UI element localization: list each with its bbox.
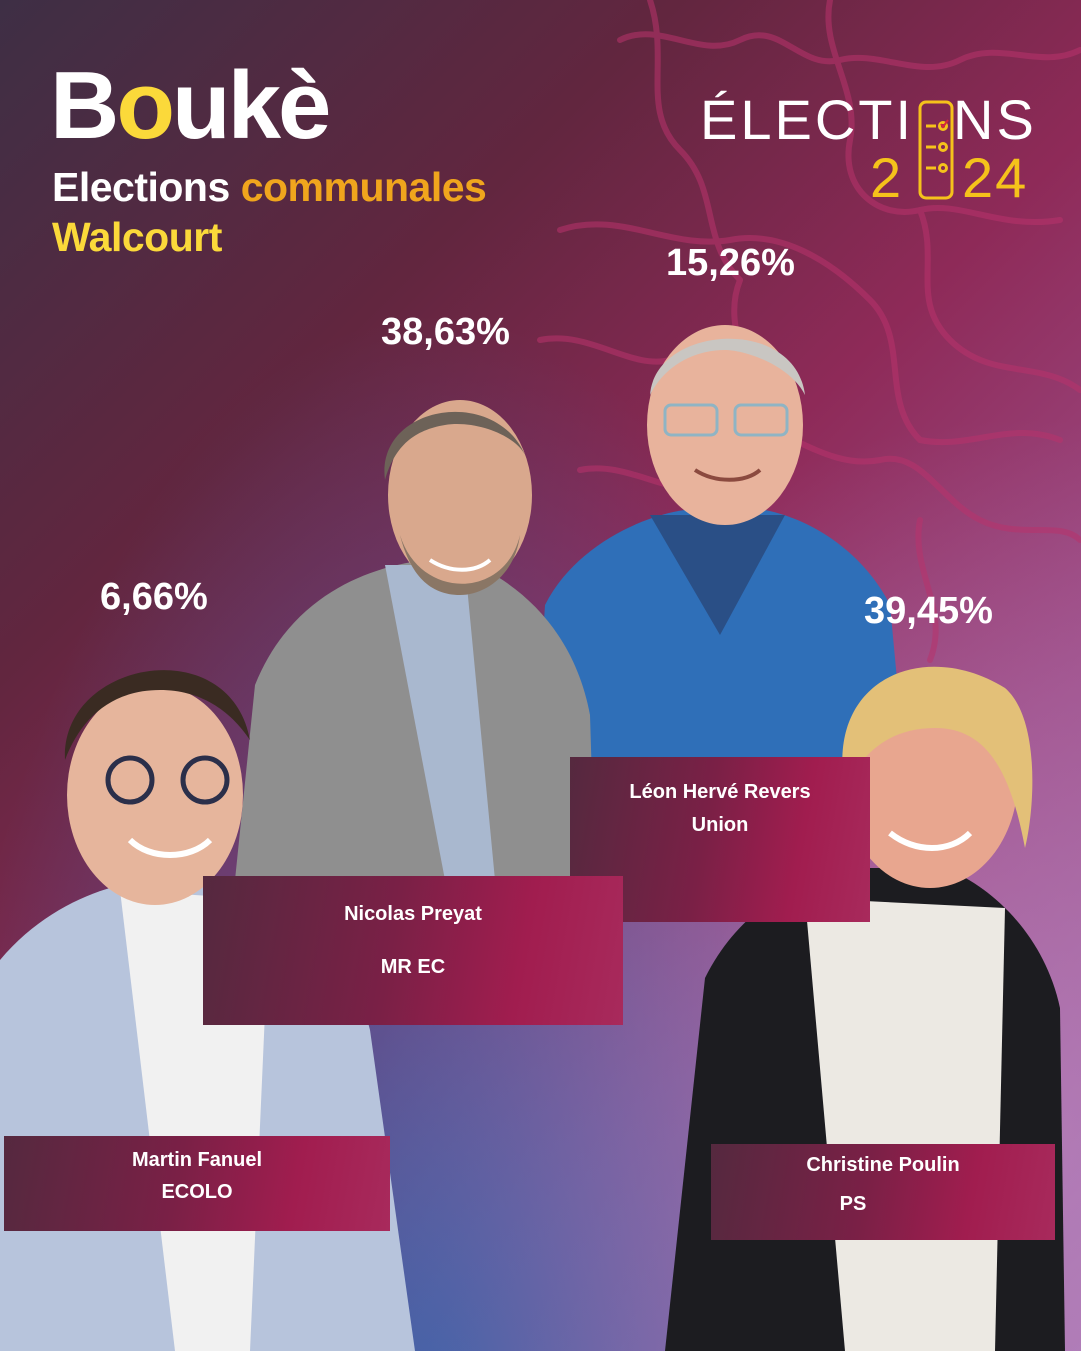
- candidate-photo-leon-herve-revers: [535, 325, 905, 765]
- candidate-label-leon-herve-revers: Léon Hervé Revers Union: [570, 757, 870, 922]
- bouke-logo: Boukè: [50, 52, 331, 159]
- page-title: Elections communales Walcourt: [52, 162, 487, 262]
- candidate-name: Nicolas Preyat: [344, 903, 482, 925]
- result-percent-martin-fanuel: 6,66%: [100, 576, 208, 618]
- candidate-name: Léon Hervé Revers: [629, 781, 811, 803]
- candidate-party: PS: [839, 1193, 867, 1215]
- candidate-photo-nicolas-preyat: [235, 400, 595, 880]
- logo-year-end: 24: [962, 146, 1029, 209]
- candidate-label-christine-poulin: Christine Poulin PS: [711, 1144, 1055, 1240]
- result-percent-leon-herve-revers: 15,26%: [666, 242, 795, 284]
- candidate-party: Union: [691, 814, 749, 836]
- elections-2024-logo: ÉLECTI NS 2 24: [700, 92, 1040, 207]
- title-commune: Walcourt: [52, 214, 222, 260]
- candidate-label-nicolas-preyat: Nicolas Preyat MR EC: [203, 876, 623, 1025]
- logo-word-start: ÉLECTI: [700, 88, 915, 151]
- candidate-name: Christine Poulin: [806, 1154, 960, 1176]
- title-communales: communales: [240, 164, 487, 210]
- candidate-party: ECOLO: [161, 1181, 233, 1203]
- candidate-party: MR EC: [380, 956, 446, 978]
- candidate-label-martin-fanuel: Martin Fanuel ECOLO: [4, 1136, 390, 1231]
- result-percent-christine-poulin: 39,45%: [864, 590, 993, 632]
- logo-word-end: NS: [953, 88, 1037, 151]
- ballot-checklist-icon: [918, 100, 954, 200]
- logo-year-start: 2: [870, 146, 904, 209]
- candidate-name: Martin Fanuel: [131, 1149, 262, 1171]
- result-percent-nicolas-preyat: 38,63%: [381, 311, 510, 353]
- title-elections: Elections: [52, 164, 230, 210]
- candidate-photo-christine-poulin: [665, 666, 1065, 1351]
